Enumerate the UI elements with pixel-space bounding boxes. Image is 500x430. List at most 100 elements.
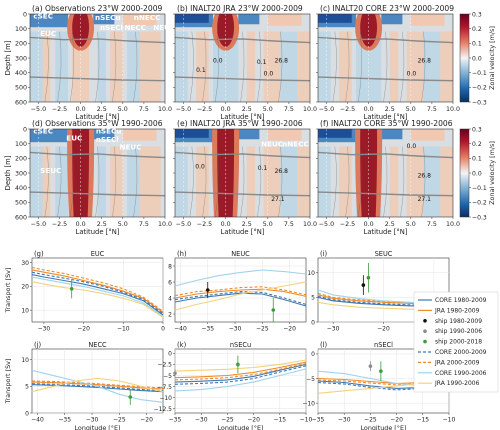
x-tick-label: −10 [443,417,456,424]
legend-label: ship 2000-2018 [435,339,482,346]
legend-label: ship 1980-2009 [435,318,482,325]
y-tick-label: 6 [168,279,172,286]
x-tick-label: −25 [256,326,269,333]
velocity-band [263,31,281,102]
contour-label: 0.0 [264,71,274,78]
current-label: cSEC [33,126,53,135]
y-tick-label: 5 [311,295,315,302]
section-field [30,14,165,102]
panel-letter: (h) [177,250,187,258]
chart-title: EUC [91,250,105,258]
current-label: NECC [125,23,146,32]
contour-line [332,31,337,102]
colorbar-tick-label: −0.2 [472,85,487,92]
x-axis-label: Latitude [°N] [364,228,408,236]
x-tick-label: −10 [117,326,130,333]
x-tick-label: −30 [38,326,51,333]
series-line-core-2000-2009 [31,271,164,315]
series-line-jra-1990-2006 [174,359,307,372]
x-tick-label: −35 [201,326,214,333]
panel-letter: (l) [320,341,328,349]
contour-line [214,146,219,217]
series-line-jra-2000-2009 [317,378,450,386]
colorbar-tick-label: 0.0 [472,55,482,62]
contour-line [69,31,74,102]
surface-current-north [93,14,115,25]
y-tick-label: 300 [15,170,27,177]
x-tick-label: 0.0 [221,106,231,113]
velocity-band [139,31,161,102]
data-point [173,371,177,376]
x-tick-label: 7.5 [284,221,294,228]
contour-line [57,31,62,102]
current-label: EUC [66,134,82,143]
velocity-band [97,31,106,102]
y-tick-label: 100 [15,26,27,33]
panel-letter: (g) [34,250,44,258]
y-tick-label: 4 [168,295,172,302]
velocity-band [440,146,453,217]
section-title-c: (c) INALT20 CORE 23°W 2000-2009 [320,4,454,13]
y-tick-label: −5 [163,373,172,380]
x-tick-label: −15 [273,417,286,424]
y-tick-label: 500 [15,85,27,92]
series-line-jra-1980-2009 [174,288,307,299]
isopycnal-26-8 [30,151,165,159]
x-tick-label: 2.5 [242,221,252,228]
y-tick-label: 0 [168,351,172,358]
series-line-jra-2000-2009 [31,380,164,389]
contour-label: 0.1 [258,165,268,172]
y-tick-label: 2 [168,311,172,318]
y-axis-label: Depth [m] [4,155,12,190]
y-tick-label: −5 [306,376,315,383]
surface-current-north [238,129,260,140]
velocity-band [389,31,399,102]
x-tick-label: 7.5 [427,221,437,228]
chart-title: NECC [88,341,107,349]
series-line-jra-2000-2009 [174,363,307,381]
series-line-jra-2000-2009 [31,266,164,312]
contour-line [357,31,362,102]
velocity-band [30,146,43,217]
x-tick-label: 0.0 [364,221,374,228]
x-tick-label: 5.0 [118,221,128,228]
colorbar-tick-label: 0.2 [472,141,482,148]
data-point [379,369,383,373]
velocity-band [318,146,331,217]
colorbar-tick-label: 0.1 [472,156,482,163]
isopycnal-26-8 [175,151,310,159]
y-tick-label: 5 [25,384,29,391]
series-line-core-1990-2006 [31,276,164,317]
y-tick-label: 0 [23,126,27,133]
velocity-band [339,31,352,102]
chart-title: NEUC [231,250,250,258]
colorbar-scale [459,128,470,218]
isopycnal-26-8 [30,36,165,44]
series-line-core-1980-2009 [174,292,307,307]
velocity-band [389,146,399,217]
contour-label: 0.0 [213,57,223,64]
x-tick-label: 2.5 [242,106,252,113]
x-tick-label: 10.0 [158,221,172,228]
series-line-core-1980-2009 [174,363,307,383]
series-line-core-1990-2006 [174,368,307,392]
contour-label: 26.8 [275,57,289,64]
legend-box [413,291,499,393]
contour-line [357,146,362,217]
colorbar-tick-label: −0.2 [472,200,487,207]
series-line-core-1980-2009 [31,274,164,316]
current-label: SEUC [40,166,61,175]
velocity-band [297,146,310,217]
contour-line [345,146,350,217]
contour-label: 26.8 [275,168,289,175]
current-label: nNECC [134,13,161,22]
data-point [366,275,371,280]
surface-necc [410,129,445,141]
legend-label: CORE 2000-2009 [435,349,487,356]
current-label: nSECu [95,13,121,22]
y-tick-label: 200 [15,156,27,163]
